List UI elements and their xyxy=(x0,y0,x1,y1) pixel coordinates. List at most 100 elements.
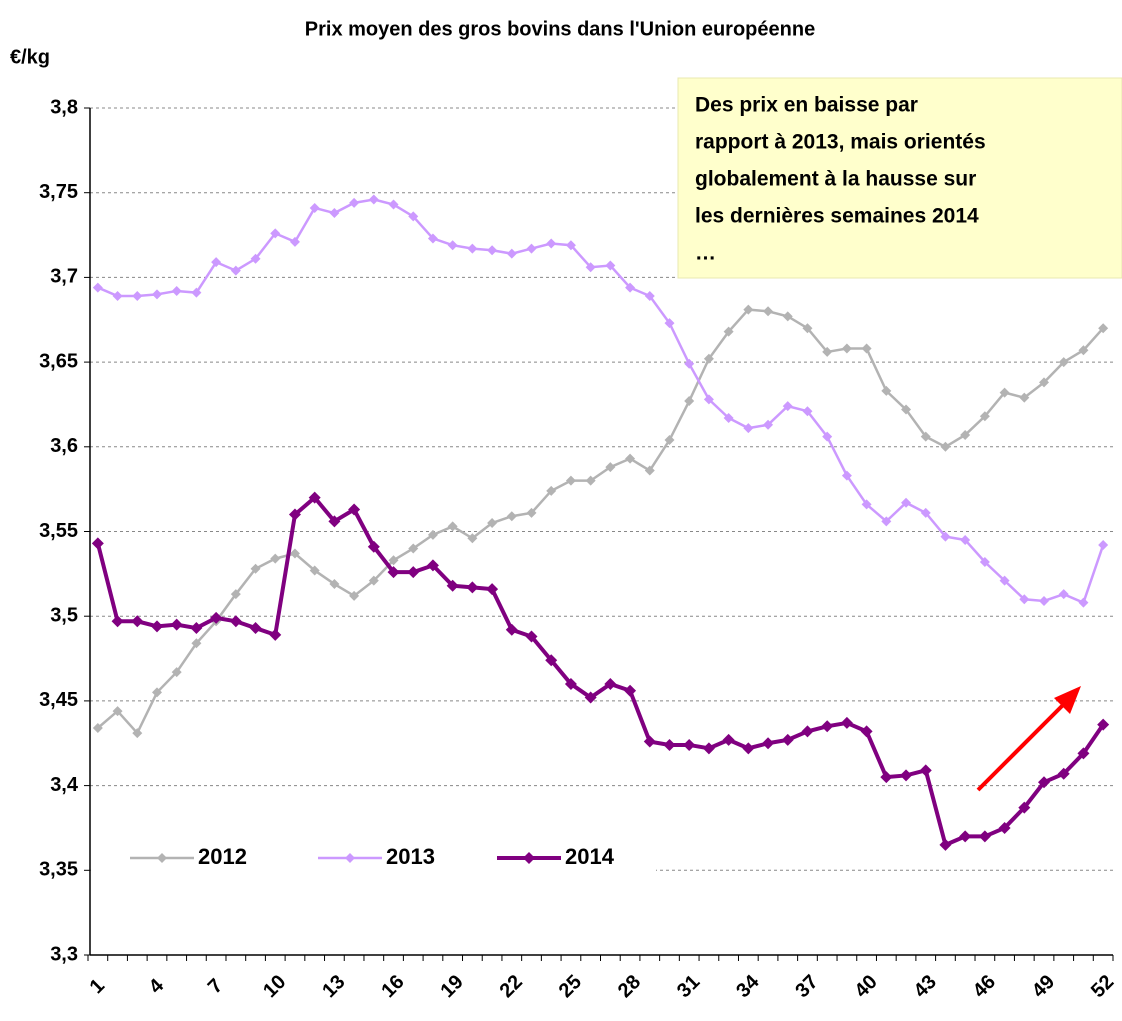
data-point xyxy=(978,830,991,843)
data-point xyxy=(92,282,103,293)
data-point xyxy=(1038,776,1051,789)
annotation-text: Des prix en baisse par xyxy=(695,94,918,117)
data-point xyxy=(1098,540,1109,551)
chart-title: Prix moyen des gros bovins dans l'Union … xyxy=(305,18,815,40)
y-tick-label: 3,6 xyxy=(50,435,78,457)
annotation-text: rapport à 2013, mais orientés xyxy=(695,131,986,154)
data-point xyxy=(841,343,852,354)
data-point xyxy=(801,725,814,738)
data-point xyxy=(702,742,715,755)
data-point xyxy=(408,211,419,222)
x-tick-label: 37 xyxy=(791,971,822,1002)
trend-arrow xyxy=(976,698,1070,792)
data-point xyxy=(329,579,340,590)
data-point xyxy=(408,543,419,554)
x-tick-label: 46 xyxy=(969,971,1000,1002)
data-point xyxy=(151,289,162,300)
y-tick-label: 3,7 xyxy=(50,266,78,288)
data-point xyxy=(308,491,321,504)
data-point xyxy=(289,548,300,559)
data-point xyxy=(427,233,438,244)
data-point xyxy=(1058,589,1069,600)
data-point xyxy=(861,343,872,354)
data-point xyxy=(525,630,538,643)
data-point xyxy=(1019,392,1030,403)
data-point xyxy=(939,838,952,851)
data-point xyxy=(919,764,932,777)
x-tick-label: 28 xyxy=(614,971,645,1002)
data-point xyxy=(388,199,399,210)
x-tick-label: 10 xyxy=(259,971,290,1002)
x-tick-label: 16 xyxy=(377,971,408,1002)
legend-label: 2014 xyxy=(565,844,615,869)
data-point xyxy=(91,537,104,550)
data-point xyxy=(822,431,833,442)
data-point xyxy=(230,265,241,276)
data-point xyxy=(822,346,833,357)
data-point xyxy=(861,499,872,510)
data-point xyxy=(1098,323,1109,334)
annotation-text: les dernières semaines 2014 xyxy=(695,205,979,228)
data-point xyxy=(328,515,341,528)
data-point xyxy=(368,575,379,586)
data-point xyxy=(723,326,734,337)
data-point xyxy=(487,245,498,256)
legend-label: 2013 xyxy=(386,844,435,869)
data-point xyxy=(999,387,1010,398)
annotation-text: globalement à la hausse sur xyxy=(695,168,976,191)
data-point xyxy=(703,394,714,405)
data-point xyxy=(565,240,576,251)
data-point xyxy=(545,654,558,667)
x-tick-label: 34 xyxy=(732,970,764,1002)
data-point xyxy=(644,291,655,302)
data-point xyxy=(466,581,479,594)
data-point xyxy=(840,716,853,729)
y-tick-label: 3,55 xyxy=(39,520,78,542)
x-tick-label: 13 xyxy=(318,971,349,1002)
data-point xyxy=(584,691,597,704)
data-point xyxy=(664,435,675,446)
data-point xyxy=(1078,345,1089,356)
data-point xyxy=(1018,801,1031,814)
data-point xyxy=(230,589,241,600)
data-point xyxy=(565,475,576,486)
data-point xyxy=(999,575,1010,586)
y-axis-label: €/kg xyxy=(10,46,50,68)
data-point xyxy=(486,583,499,596)
annotation-text: … xyxy=(695,242,716,265)
data-point xyxy=(349,197,360,208)
data-point xyxy=(900,769,913,782)
data-point xyxy=(289,236,300,247)
data-point xyxy=(1077,747,1090,760)
data-point xyxy=(960,534,971,545)
data-point xyxy=(940,441,951,452)
x-tick-label: 25 xyxy=(555,971,586,1002)
x-tick-label: 4 xyxy=(145,974,169,998)
data-point xyxy=(387,566,400,579)
data-point xyxy=(349,590,360,601)
data-point xyxy=(920,431,931,442)
data-point xyxy=(309,565,320,576)
data-point xyxy=(111,615,124,628)
x-tick-label: 1 xyxy=(86,975,109,998)
data-point xyxy=(624,684,637,697)
data-point xyxy=(1039,595,1050,606)
x-tick-label: 49 xyxy=(1028,971,1059,1002)
data-point xyxy=(210,611,223,624)
data-point xyxy=(112,291,123,302)
data-point xyxy=(132,728,143,739)
data-point xyxy=(1039,377,1050,388)
data-point xyxy=(171,667,182,678)
data-point xyxy=(526,243,537,254)
data-point xyxy=(979,411,990,422)
data-point xyxy=(644,465,655,476)
x-tick-label: 22 xyxy=(496,971,527,1002)
data-point xyxy=(881,385,892,396)
data-point xyxy=(683,738,696,751)
legend-label: 2012 xyxy=(198,844,247,869)
data-point xyxy=(546,238,557,249)
data-point xyxy=(526,507,537,518)
data-point xyxy=(782,401,793,412)
